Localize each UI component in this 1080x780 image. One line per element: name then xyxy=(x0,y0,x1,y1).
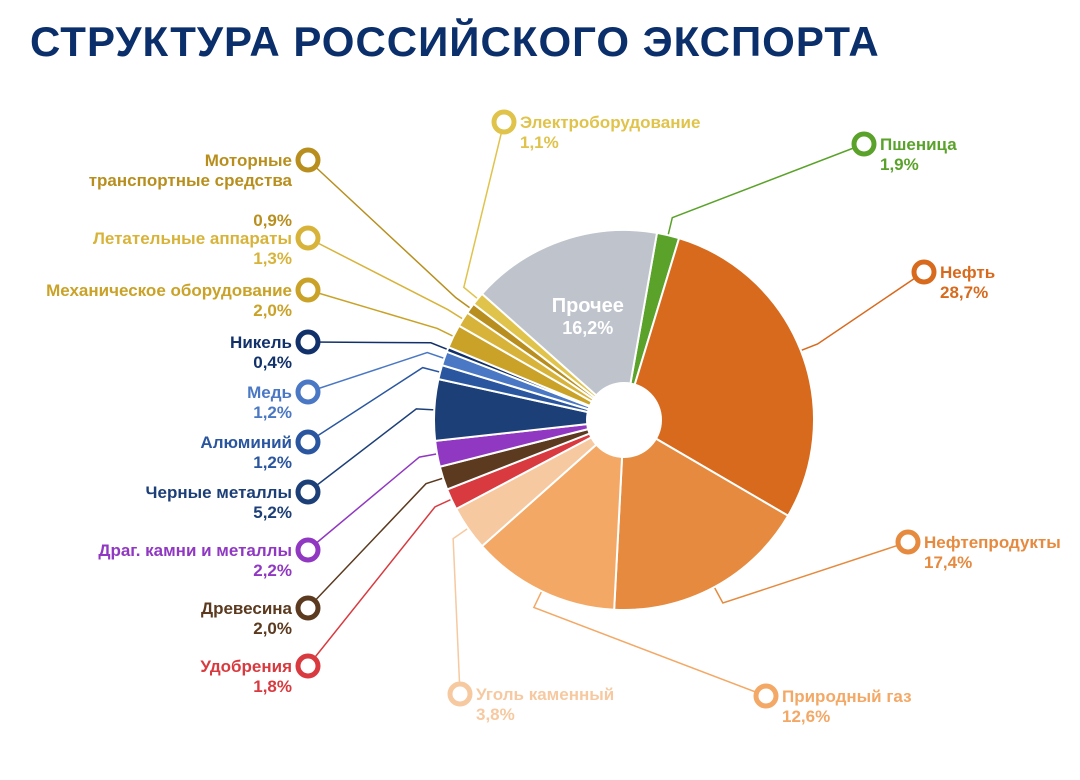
label-marker-icon xyxy=(298,280,318,300)
slice-pct: 1,8% xyxy=(253,677,292,696)
leader-line xyxy=(308,487,477,666)
slice-label: Черные металлы xyxy=(146,483,292,502)
label-marker-icon xyxy=(298,598,318,618)
slice-pct: 0,4% xyxy=(253,353,292,372)
label-marker-icon xyxy=(854,134,874,154)
label-marker-icon xyxy=(298,432,318,452)
slice-pct: 2,0% xyxy=(253,301,292,320)
label-marker-icon xyxy=(298,540,318,560)
slice-pct: 2,2% xyxy=(253,561,292,580)
label-marker-icon xyxy=(298,150,318,170)
slice-label: Природный газ xyxy=(782,687,912,706)
label-marker-icon xyxy=(494,112,514,132)
pie-chart: Пшеница1,9% Нефть28,7% Нефтепродукты17,4% П… xyxy=(0,0,1080,780)
slice-pct: 2,0% xyxy=(253,619,292,638)
slice-label: Летательные аппараты xyxy=(93,229,292,248)
slice-pct: 0,9% xyxy=(253,211,292,230)
donut-hole xyxy=(586,382,662,458)
slice-pct: 12,6% xyxy=(782,707,830,726)
slice-label: Нефтепродукты xyxy=(924,533,1061,552)
label-marker-icon xyxy=(898,532,918,552)
slice-pct: 28,7% xyxy=(940,283,988,302)
label-marker-icon xyxy=(450,684,470,704)
slice-pct: 1,9% xyxy=(880,155,919,174)
slice-label: Моторные xyxy=(205,151,292,170)
slice-label: Механическое оборудование xyxy=(46,281,292,300)
label-marker-icon xyxy=(756,686,776,706)
pie-slices xyxy=(434,230,814,610)
slice-label: Никель xyxy=(230,333,292,352)
slice-label: Нефть xyxy=(940,263,995,282)
leader-line xyxy=(308,469,470,608)
slice-pct: 17,4% xyxy=(924,553,972,572)
slice-label: Удобрения xyxy=(200,657,292,676)
slice-label: Пшеница xyxy=(880,135,957,154)
leader-line xyxy=(308,160,493,325)
slice-pct: 3,8% xyxy=(476,705,515,724)
slice-pct: 1,1% xyxy=(520,133,559,152)
slice-label: Уголь каменный xyxy=(476,685,614,704)
slice-label: Драг. камни и металлы xyxy=(98,541,292,560)
slice-label: транспортные средства xyxy=(89,171,293,190)
leader-line xyxy=(308,238,487,334)
slice-pct: 1,3% xyxy=(253,249,292,268)
label-marker-icon xyxy=(298,332,318,352)
label-marker-icon xyxy=(298,228,318,248)
chart-title: СТРУКТУРА РОССИЙСКОГО ЭКСПОРТА xyxy=(30,18,880,66)
label-marker-icon xyxy=(298,382,318,402)
label-marker-icon xyxy=(298,656,318,676)
slice-label: Электроборудование xyxy=(520,113,700,132)
slice-label: Медь xyxy=(247,383,292,402)
slice-label: Древесина xyxy=(201,599,293,618)
center-slice-pct: 16,2% xyxy=(562,318,613,338)
center-slice-label: Прочее xyxy=(552,295,624,317)
label-marker-icon xyxy=(914,262,934,282)
label-marker-icon xyxy=(298,482,318,502)
slice-pct: 1,2% xyxy=(253,453,292,472)
slice-pct: 1,2% xyxy=(253,403,292,422)
slice-pct: 5,2% xyxy=(253,503,292,522)
slice-label: Алюминий xyxy=(200,433,292,452)
